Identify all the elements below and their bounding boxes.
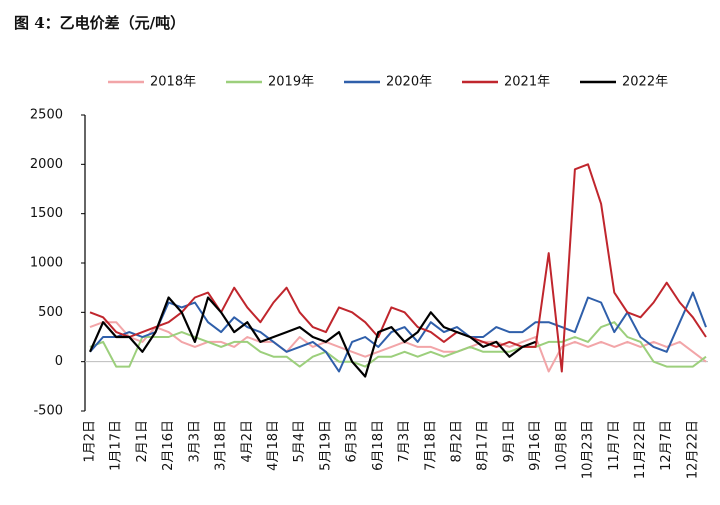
x-tick-label: 10月23日 [581,420,596,479]
x-tick-label: 11月7日 [607,420,622,471]
x-tick-label: 9月16日 [528,420,543,471]
series-line [88,296,536,378]
x-tick-label: 6月18日 [371,420,386,471]
x-tick-label: 7月18日 [423,420,438,471]
x-tick-label: 7月3日 [397,420,412,463]
x-tick-label: 1月2日 [83,420,98,463]
x-tick-label: 12月22日 [685,420,700,479]
x-tick-label: 5月4日 [292,420,307,463]
chart-title: 图 4：乙电价差（元/吨） [14,14,185,32]
y-tick-label: 1500 [30,206,63,221]
x-tick-label: 2月1日 [135,420,150,463]
x-tick-label: 5月19日 [318,420,333,471]
y-tick-label: 500 [38,305,63,320]
legend-label: 2018年 [150,75,196,90]
y-tick-label: 2000 [30,157,63,172]
x-tick-label: 3月18日 [214,420,229,471]
legend-label: 2020年 [386,75,432,90]
x-tick-label: 9月1日 [502,420,517,463]
series-line [89,291,707,373]
x-tick-label: 1月17日 [109,420,124,471]
legend-label: 2021年 [504,75,550,90]
x-tick-label: 2月16日 [161,420,176,471]
y-tick-label: 1000 [30,256,63,271]
x-tick-label: 11月22日 [633,420,648,479]
x-tick-label: 10月8日 [554,420,569,471]
x-tick-label: 6月3日 [345,420,360,463]
x-tick-label: 8月2日 [449,420,464,463]
x-tick-label: 3月3日 [187,420,202,463]
legend-label: 2019年 [268,75,314,90]
legend-label: 2022年 [622,75,668,90]
y-tick-label: -500 [33,404,63,419]
x-tick-label: 4月18日 [266,420,281,471]
y-tick-label: 2500 [30,108,63,123]
y-tick-label: 0 [55,354,63,369]
x-tick-label: 4月2日 [240,420,255,463]
x-tick-label: 8月17日 [476,420,491,471]
x-tick-label: 12月7日 [659,420,674,471]
series-line [89,321,707,373]
series-line [89,163,707,373]
